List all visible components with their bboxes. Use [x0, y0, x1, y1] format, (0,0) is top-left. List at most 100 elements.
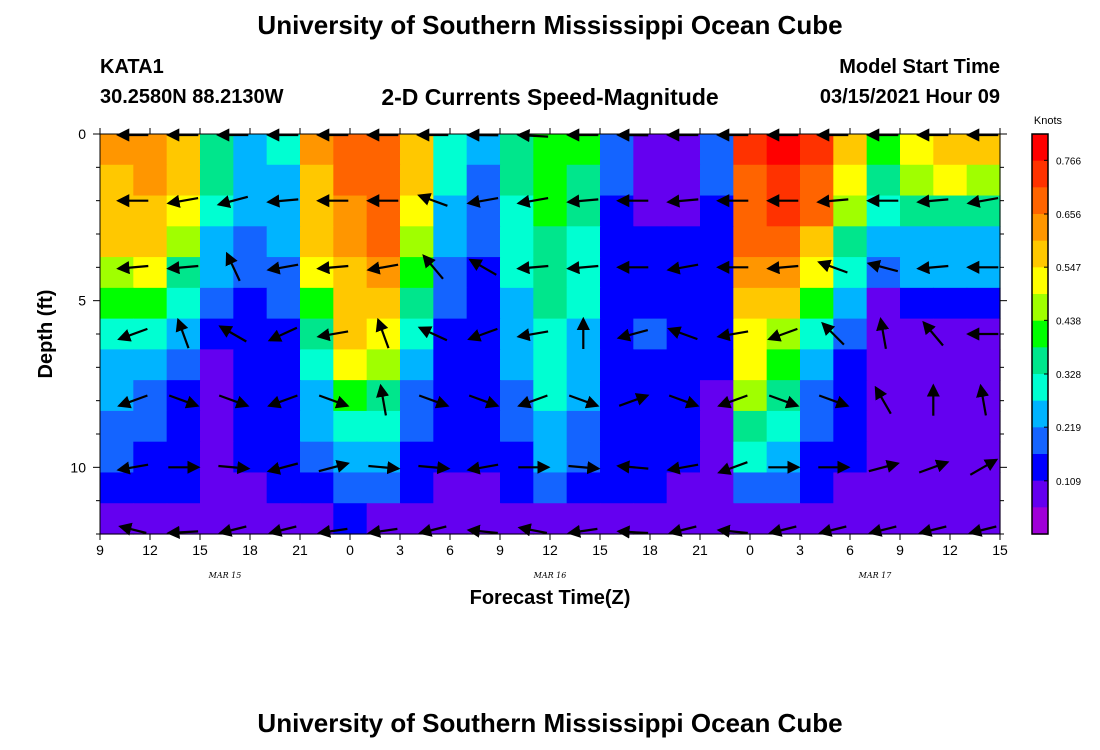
heatmap-cell — [600, 441, 634, 474]
current-vector — [267, 326, 298, 342]
heatmap-cell — [833, 503, 868, 535]
current-vector — [517, 394, 548, 409]
heatmap-cell — [333, 287, 368, 320]
current-vector — [566, 261, 599, 275]
heatmap-cell — [700, 503, 734, 535]
heatmap-cell — [300, 164, 334, 197]
colorbar-unit: Knots — [1034, 115, 1063, 127]
heatmap-cell — [166, 287, 201, 320]
heatmap-cell — [166, 503, 201, 535]
heatmap-cell — [933, 164, 968, 197]
heatmap-cell — [966, 287, 1001, 320]
heatmap-cell — [400, 472, 434, 504]
colorbar-tick-label: 0.438 — [1056, 316, 1081, 327]
heatmap-cell — [600, 257, 634, 289]
heatmap-cell — [900, 380, 934, 412]
colorbar-swatch — [1032, 400, 1048, 428]
heatmap-cell — [866, 164, 901, 197]
current-vector — [716, 328, 749, 342]
heatmap-cell — [333, 226, 368, 258]
current-vector — [318, 394, 350, 409]
heatmap-cell — [133, 380, 168, 412]
heatmap-cell — [166, 134, 201, 166]
current-vector — [916, 261, 949, 275]
heatmap-cell — [600, 472, 634, 504]
heatmap-cell — [333, 380, 368, 412]
heatmap-cell — [900, 472, 934, 504]
heatmap-cell — [233, 349, 268, 381]
heatmap-cell — [233, 287, 268, 320]
current-vector — [318, 459, 350, 473]
current-vector — [666, 194, 699, 208]
current-vector — [818, 394, 850, 409]
heatmap-cell — [700, 410, 734, 443]
heatmap-cell — [866, 380, 901, 412]
heatmap-cell — [200, 410, 234, 443]
heatmap-cell — [433, 410, 468, 443]
colorbar-tick-label: 0.766 — [1056, 156, 1081, 167]
heatmap-cell — [500, 134, 534, 166]
x-tick-label: 9 — [96, 542, 104, 558]
heatmap-cell — [100, 164, 134, 197]
heatmap-cell — [700, 380, 734, 412]
colorbar: 0.766 0.656 0.547 0.438 0.328 0.219 0.109 — [1031, 133, 1081, 535]
x-tick-label: 6 — [446, 542, 454, 558]
model-start-value: 03/15/2021 Hour 09 — [819, 86, 1000, 108]
colorbar-swatch — [1032, 320, 1048, 348]
current-vector — [817, 259, 848, 274]
axes: 9 12 15 18 21 0 3 6 9 12 15 18 21 0 3 6 9 12 15 MAR 15 MAR 1… — [70, 126, 1008, 580]
heatmap-cell — [300, 226, 334, 258]
heatmap-cell — [633, 380, 668, 412]
heatmap-cell — [366, 257, 401, 289]
current-vector — [316, 328, 349, 342]
heatmap-cell — [200, 380, 234, 412]
current-vector — [568, 461, 601, 475]
heatmap-cell — [666, 472, 701, 504]
colorbar-swatch — [1032, 134, 1048, 162]
heatmap-cell — [266, 472, 301, 504]
heatmap-cell — [400, 134, 434, 166]
colorbar-tick-label: 0.656 — [1056, 210, 1081, 221]
heatmap-cell — [833, 287, 868, 320]
heatmap-cell — [733, 134, 768, 166]
heatmap-cell — [100, 287, 134, 320]
current-vector — [668, 523, 697, 537]
heatmap-cell — [566, 164, 601, 197]
heatmap-cell — [866, 349, 901, 381]
heatmap-cell — [733, 318, 768, 350]
current-vector — [366, 261, 399, 275]
current-vector — [568, 394, 600, 409]
heatmap-cell — [633, 226, 668, 258]
heatmap-cell — [700, 226, 734, 258]
heatmap-cell — [433, 134, 468, 166]
heatmap-cell — [466, 226, 501, 258]
current-vector — [516, 194, 549, 208]
x-tick-label: 9 — [496, 542, 504, 558]
heatmap-cell — [366, 287, 401, 320]
heatmap-cell — [900, 257, 934, 289]
heatmap-cell — [333, 318, 368, 350]
heatmap-cell — [700, 164, 734, 197]
current-vector — [466, 524, 498, 538]
heatmap-cell — [933, 472, 968, 504]
heatmap-cell — [633, 164, 668, 197]
x-tick-label: 0 — [346, 542, 354, 558]
heatmap-cell — [633, 410, 668, 443]
heatmap-cell — [833, 380, 868, 412]
current-vector — [868, 523, 897, 537]
chart-title: 2-D Currents Speed-Magnitude — [381, 84, 719, 110]
heatmap-cell — [866, 472, 901, 504]
heatmap-cell — [266, 410, 301, 443]
colorbar-swatch — [1032, 160, 1048, 188]
current-vector — [116, 461, 149, 475]
current-vector — [976, 383, 990, 416]
heatmap-cell — [133, 410, 168, 443]
heatmap-cell — [100, 503, 134, 535]
heatmap-cell — [366, 164, 401, 197]
heatmap-cell — [433, 472, 468, 504]
heatmap-cell — [600, 134, 634, 166]
heatmap-cell — [100, 349, 134, 381]
current-vector — [367, 524, 398, 538]
current-vector — [168, 394, 200, 409]
heatmap-cell — [533, 380, 568, 412]
